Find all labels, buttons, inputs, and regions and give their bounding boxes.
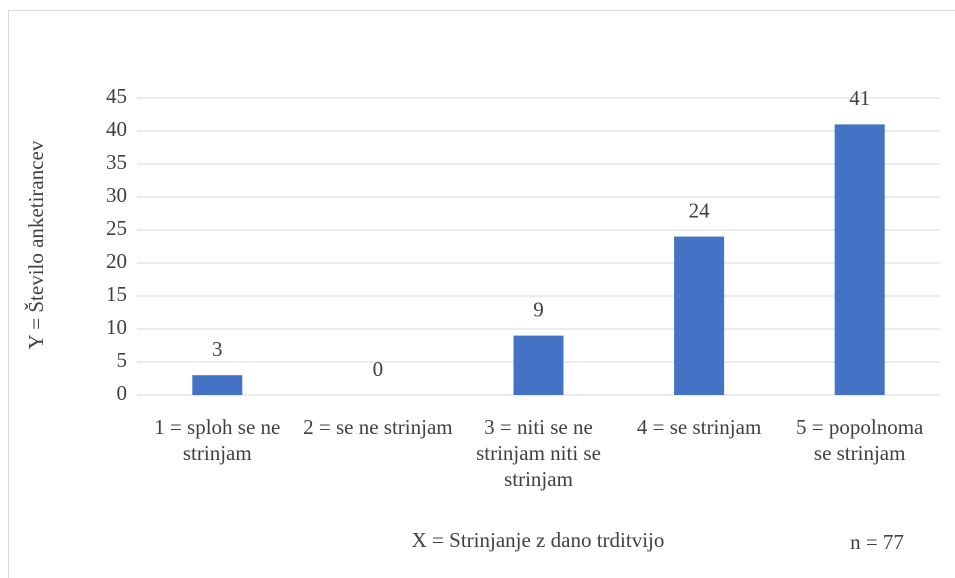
data-label: 3 [212,337,223,361]
bar [834,124,885,396]
y-tick-label: 45 [106,84,127,108]
y-tick-label: 0 [117,381,128,405]
y-tick-label: 40 [106,117,127,141]
bar [192,375,243,395]
x-tick-label: 5 = popolnoma se strinjam [796,415,924,465]
data-label: 0 [373,357,384,381]
y-tick-label: 5 [117,348,128,372]
y-tick-label: 10 [106,315,127,339]
annotation: n = 77 [850,530,904,554]
x-tick-label: 3 = niti se ne strinjam niti se strinjam [476,415,601,491]
x-axis-label: X = Strinjanje z dano trditvijo [412,528,665,552]
bar [674,236,725,395]
bar [513,335,564,395]
y-tick-label: 30 [106,183,127,207]
x-tick-label: 4 = se strinjam [636,415,762,439]
y-tick-label: 20 [106,249,127,273]
x-tick-label: 1 = sploh se ne strinjam [154,415,281,465]
y-tick-label: 25 [106,216,127,240]
data-label: 24 [689,198,711,222]
y-axis-label: Y = Število anketirancev [24,140,48,349]
y-tick-label: 35 [106,150,127,174]
chart-border [8,10,955,578]
x-tick-label: 2 = se ne strinjam [303,415,453,439]
data-label: 41 [849,86,870,110]
y-tick-label: 15 [106,282,127,306]
data-label: 9 [533,297,544,321]
